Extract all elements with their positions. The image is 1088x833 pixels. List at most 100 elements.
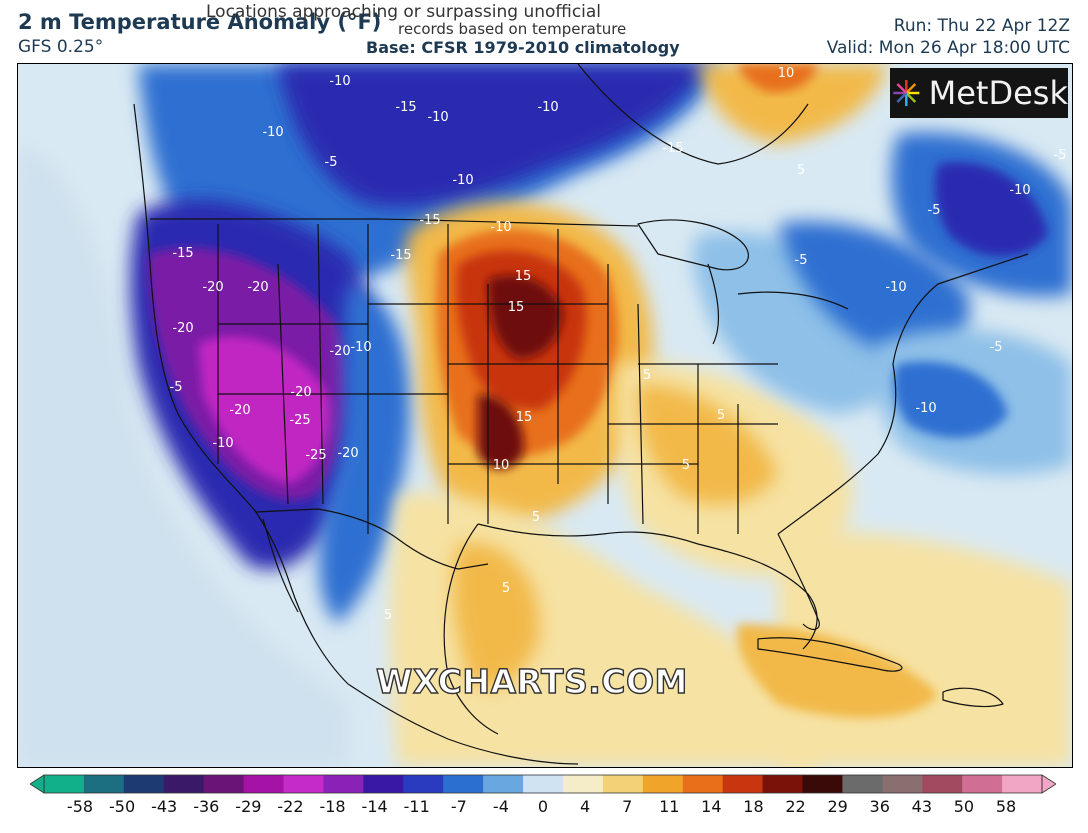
anomaly-region — [18, 144, 348, 767]
colorbar-tick: 36 — [869, 797, 890, 816]
contour-label: 5 — [384, 608, 392, 623]
anomaly-region — [452, 542, 540, 689]
contour-label: 10 — [493, 458, 510, 473]
contour-label: -10 — [262, 125, 283, 140]
colorbar-tick: 18 — [743, 797, 764, 816]
colorbar-cell — [403, 775, 444, 793]
contour-label: -5 — [170, 380, 183, 395]
anomaly-region — [738, 64, 818, 93]
colorbar-cell — [363, 775, 404, 793]
contour-label: -5 — [928, 203, 941, 218]
map-line — [577, 64, 809, 165]
colorbar-tick: 22 — [785, 797, 806, 816]
colorbar-tick: -36 — [193, 797, 220, 816]
colorbar-cell — [562, 775, 604, 793]
colorbar-cell — [44, 775, 85, 793]
map-line — [942, 687, 1004, 708]
contour-label: 5 — [717, 408, 725, 423]
colorbar-cell — [602, 775, 644, 793]
colorbar-cell — [842, 775, 883, 793]
anomaly-map[interactable]: -10 -15 -10 -10 -15 -10 -15 -10 -10 -5 -15 -20 -20 -2… — [17, 63, 1073, 768]
contour-label: 10 — [778, 66, 795, 81]
colorbar-cell — [323, 775, 364, 793]
contour-label: -20 — [337, 446, 358, 461]
colorbar-tick-labels: -58 -50 -43 -36 -29 -22 -18 -14 -11 -7 -4 0 4 7 11 14 18… — [0, 797, 1088, 821]
map-line — [777, 533, 820, 631]
coastlines-and-borders — [133, 64, 1029, 765]
metdesk-logo: MetDesk — [890, 68, 1068, 118]
colorbar-cell — [283, 775, 324, 793]
contour-label: 5 — [682, 458, 690, 473]
anomaly-region — [278, 64, 708, 207]
contour-labels: -10 -15 -10 -10 -15 -10 -15 -10 -10 -5 -15 -20 -20 -2… — [170, 66, 1067, 623]
contour-label: -10 — [885, 280, 906, 295]
contour-label: -25 — [289, 413, 310, 428]
anomaly-region — [637, 384, 778, 505]
colorbar-tick: -4 — [492, 797, 509, 816]
colorbar-tick: -50 — [109, 797, 136, 816]
anomaly-region — [698, 64, 888, 144]
run-time: Run: Thu 22 Apr 12Z — [893, 16, 1070, 36]
colorbar-tick: 14 — [701, 797, 722, 816]
model-label: GFS 0.25° — [18, 37, 104, 57]
map-line — [737, 291, 849, 310]
colorbar-tick: -14 — [361, 797, 388, 816]
map-line — [443, 523, 499, 735]
colorbar-cell — [443, 775, 484, 793]
colorbar-cell — [762, 775, 803, 793]
wxcharts-watermark: WXCHARTS.COM — [375, 661, 688, 701]
map-line — [133, 103, 349, 685]
contour-label: -25 — [305, 448, 326, 463]
contour-label: -20 — [172, 321, 193, 336]
map-line — [317, 223, 324, 505]
contour-label: -5 — [1054, 148, 1067, 163]
colorbar-tick: -43 — [151, 797, 178, 816]
map-canvas: -10 -15 -10 -10 -15 -10 -15 -10 -10 -5 -15 -20 -20 -2… — [18, 64, 1072, 767]
colorbar-cell — [483, 775, 524, 793]
contour-label: 15 — [516, 410, 533, 425]
anomaly-region — [478, 394, 524, 469]
colorbar-cell — [163, 775, 205, 793]
colorbar-tick: 4 — [579, 797, 591, 816]
colorbar-max-arrow — [1041, 774, 1056, 794]
map-line — [347, 683, 579, 765]
contour-label: -10 — [350, 340, 371, 355]
colorbar-tick: 50 — [953, 797, 975, 816]
contour-label: -5 — [325, 155, 338, 170]
records-notice-line2: records based on temperature — [398, 20, 627, 38]
contour-label: -10 — [537, 100, 558, 115]
contour-label: 5 — [532, 510, 540, 525]
colorbar-tick: -7 — [450, 797, 467, 816]
colorbar-cell — [962, 775, 1003, 793]
contour-label: -20 — [290, 385, 311, 400]
map-line — [477, 523, 818, 650]
colorbar-cell — [642, 775, 684, 793]
climatology-base: Base: CFSR 1979-2010 climatology — [366, 38, 680, 57]
contour-label: -10 — [452, 173, 473, 188]
anomaly-region — [737, 624, 938, 718]
contour-label: 15 — [508, 300, 525, 315]
contour-label: -10 — [490, 220, 511, 235]
map-line — [637, 219, 749, 271]
valid-time: Valid: Mon 26 Apr 18:00 UTC — [826, 38, 1070, 58]
contour-label: -20 — [202, 280, 223, 295]
contour-label: -15 — [419, 213, 440, 228]
chart-title: 2 m Temperature Anomaly (°F) — [18, 10, 382, 34]
colorbar-tick: 43 — [911, 797, 932, 816]
colorbar-cell — [682, 775, 724, 793]
colorbar-tick: -58 — [66, 797, 94, 816]
anomaly-region — [488, 275, 563, 359]
contour-label: -10 — [427, 110, 448, 125]
contour-label: -20 — [229, 403, 250, 418]
map-line — [262, 518, 299, 613]
colorbar-cell — [1002, 775, 1043, 793]
metdesk-burst-icon — [893, 79, 920, 107]
anomaly-region — [893, 361, 1008, 438]
contour-label: -10 — [915, 401, 936, 416]
anomaly-region — [198, 336, 331, 484]
colorbar-cell — [802, 775, 843, 793]
contour-label: 15 — [515, 269, 532, 284]
colorbar-min-arrow — [30, 774, 45, 794]
metdesk-logo-text: MetDesk — [928, 74, 1068, 112]
colorbar-cell — [722, 775, 764, 793]
